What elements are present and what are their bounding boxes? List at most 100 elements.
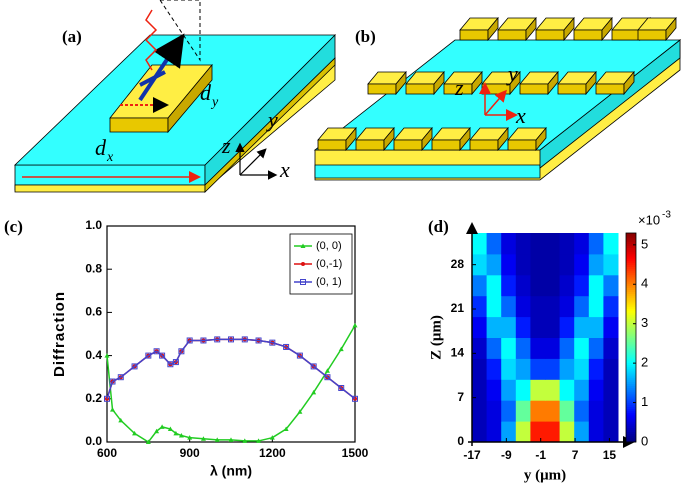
heat-cell — [545, 295, 561, 318]
heat-cell — [545, 316, 561, 338]
heat-cell — [574, 316, 590, 338]
colorbar-band — [626, 356, 636, 359]
colorbar-band — [626, 345, 636, 349]
marker — [300, 243, 306, 248]
colorbar-band — [626, 320, 636, 324]
heat-cell — [501, 358, 517, 380]
heat-cell — [486, 316, 502, 338]
colorbar-band — [626, 255, 636, 259]
colorbar-band — [626, 437, 636, 441]
colorbar-band — [626, 251, 636, 255]
colorbar-band — [626, 268, 636, 272]
heat-cell — [559, 274, 575, 297]
heat-cell — [574, 400, 590, 422]
marker — [255, 337, 262, 344]
panel-label: (b) — [355, 27, 376, 46]
heat-cell — [515, 274, 531, 297]
heat-cell — [559, 233, 575, 255]
colorbar-band — [626, 387, 636, 391]
marker — [269, 435, 275, 440]
marker — [242, 438, 248, 443]
panel-label: (c) — [4, 217, 23, 236]
colorbar-band — [626, 258, 636, 261]
colorbar-band — [626, 400, 636, 403]
marker — [132, 430, 138, 436]
heat-cell — [588, 379, 604, 401]
heat-cell — [472, 379, 488, 401]
colorbar-tick-label: 4 — [641, 276, 648, 291]
marker — [153, 348, 160, 355]
plot-frame — [106, 225, 356, 443]
heat-cell — [501, 400, 517, 422]
marker — [178, 348, 185, 355]
colorbar-band — [626, 439, 636, 443]
dy-sub: y — [210, 95, 219, 110]
heat-cell — [486, 295, 502, 318]
heat-cell — [472, 253, 488, 276]
heat-cell — [574, 274, 590, 297]
y-axis-label: Z (μm) — [428, 315, 444, 360]
y-axis-label: Diffraction — [51, 291, 68, 377]
colorbar-band — [626, 406, 636, 410]
heat-cell — [603, 358, 619, 380]
marker — [187, 435, 193, 440]
colorbar-band — [626, 291, 636, 295]
heat-cell — [545, 253, 561, 276]
heat-cell — [501, 421, 517, 443]
marker — [145, 352, 152, 359]
colorbar-band — [626, 295, 636, 299]
heat-cell — [588, 400, 604, 422]
axis-y: y — [506, 61, 518, 86]
marker — [352, 395, 358, 402]
colorbar-band — [626, 289, 636, 293]
heat-cell — [588, 421, 604, 443]
heat-cell — [515, 400, 531, 422]
colorbar-band — [626, 435, 636, 439]
y-tick-label: 0.0 — [85, 434, 102, 448]
colorbar-band — [626, 423, 636, 426]
colorbar-band — [626, 276, 636, 280]
colorbar-band — [626, 293, 636, 297]
colorbar-band — [626, 377, 636, 380]
heat-cell — [603, 295, 619, 318]
colorbar-band — [626, 347, 636, 351]
heat-cell — [515, 295, 531, 318]
heat-cell — [472, 233, 488, 255]
heat-cell — [472, 400, 488, 422]
marker — [256, 438, 262, 443]
dx-label: d — [95, 135, 107, 160]
heat-cell — [559, 316, 575, 338]
heat-cell — [486, 274, 502, 297]
colorbar-band — [626, 358, 636, 361]
diagram-b — [313, 17, 682, 181]
heat-cell — [545, 358, 561, 380]
colorbar-band — [626, 316, 636, 320]
heat-cell — [603, 379, 619, 401]
colorbar-band — [626, 427, 636, 430]
colorbar-band — [626, 318, 636, 322]
heat-cell — [603, 253, 619, 276]
colorbar-frame — [625, 232, 637, 443]
colorbar-band — [626, 233, 636, 236]
heat-cell — [574, 233, 590, 255]
axis-x: x — [515, 103, 526, 128]
heat-cell — [530, 400, 546, 422]
heat-cell — [515, 421, 531, 443]
marker — [228, 437, 234, 442]
colorbar-band — [626, 262, 636, 265]
heat-cell — [501, 379, 517, 401]
marker — [173, 430, 179, 436]
heat-cell — [574, 421, 590, 443]
heat-cell — [559, 358, 575, 380]
colorbar-scale: ×10 — [638, 212, 660, 227]
colorbar-band — [626, 322, 636, 326]
heat-cell — [603, 233, 619, 255]
heat-cell — [515, 233, 531, 255]
x-tick-label: -17 — [463, 448, 481, 462]
marker — [145, 439, 151, 444]
colorbar-band — [626, 385, 636, 389]
colorbar-band — [626, 235, 636, 238]
colorbar-band — [626, 260, 636, 263]
heat-cell — [588, 337, 604, 359]
colorbar-band — [626, 370, 636, 374]
